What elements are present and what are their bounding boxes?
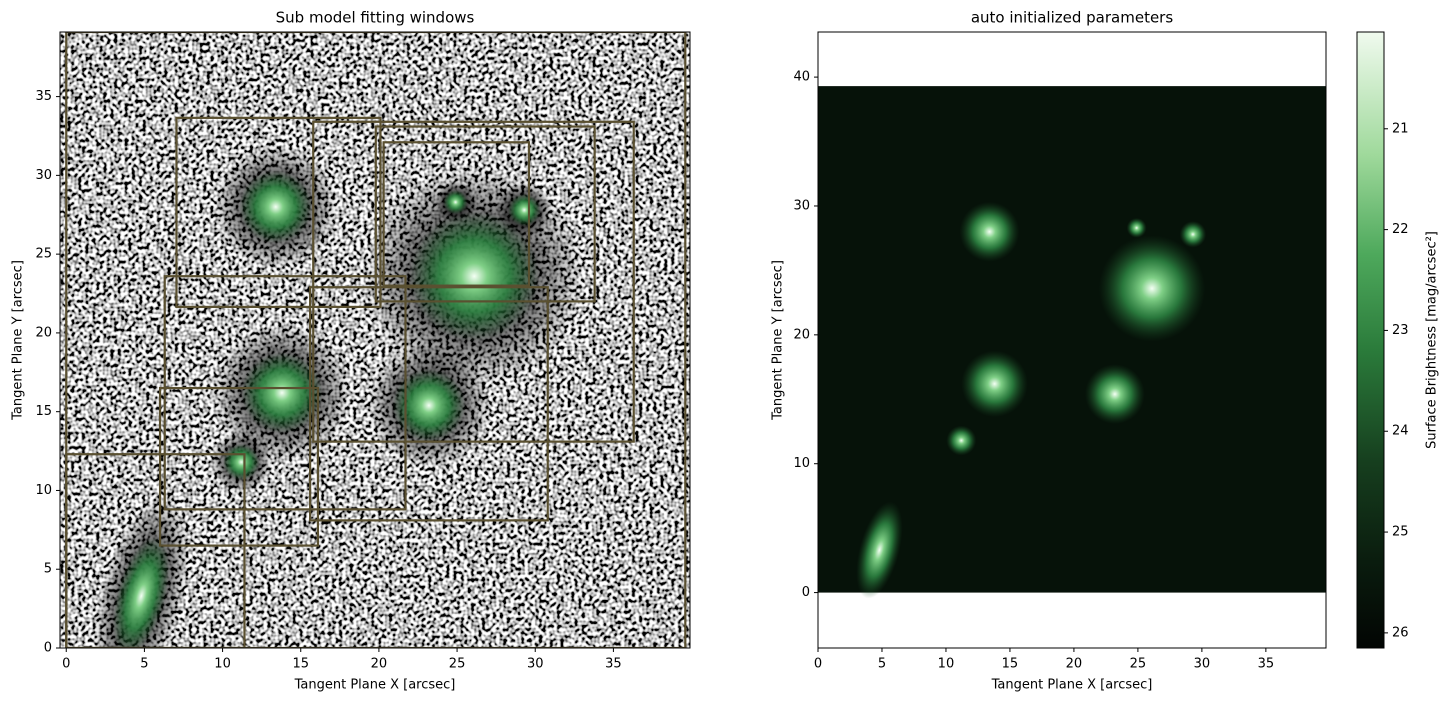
x-tick-label: 25 xyxy=(449,657,466,672)
source xyxy=(409,211,540,342)
fitting-window xyxy=(175,116,382,309)
x-tick-label: 10 xyxy=(938,657,955,672)
fitting-window xyxy=(163,275,407,511)
left-image xyxy=(65,32,687,648)
source xyxy=(961,350,1028,418)
source xyxy=(112,536,170,648)
y-tick-label: 10 xyxy=(35,483,52,498)
y-tick-label: 40 xyxy=(793,70,810,85)
model-image xyxy=(818,86,1326,593)
source xyxy=(959,201,1020,262)
source xyxy=(241,352,323,434)
y-tick-label: 15 xyxy=(35,404,52,419)
fitting-window xyxy=(382,141,531,287)
x-tick-label: 0 xyxy=(62,657,70,672)
y-tick-label: 30 xyxy=(793,198,810,213)
x-tick-label: 20 xyxy=(371,657,388,672)
x-axis-label: Tangent Plane X [arcsec] xyxy=(991,678,1153,693)
y-tick-label: 0 xyxy=(44,641,52,656)
fitting-window xyxy=(158,386,320,547)
x-tick-label: 35 xyxy=(1258,657,1275,672)
fitting-window xyxy=(312,120,635,443)
chart-title: Sub model fitting windows xyxy=(276,9,475,27)
colorbar-tick-label: 21 xyxy=(1392,121,1409,136)
y-tick-label: 30 xyxy=(35,168,52,183)
source xyxy=(1126,217,1147,238)
y-axis-label: Tangent Plane Y [arcsec] xyxy=(11,260,26,421)
x-tick-label: 30 xyxy=(1194,657,1211,672)
x-tick-label: 30 xyxy=(527,657,544,672)
fitting-window xyxy=(374,125,596,303)
y-tick-label: 20 xyxy=(35,325,52,340)
fitting-window xyxy=(309,286,549,522)
x-tick-label: 5 xyxy=(878,657,886,672)
colorbar-tick-label: 26 xyxy=(1392,625,1409,640)
y-tick-label: 0 xyxy=(802,585,810,600)
chart-title: auto initialized parameters xyxy=(971,9,1174,27)
source xyxy=(1098,235,1206,342)
source xyxy=(239,170,313,244)
source xyxy=(443,189,468,215)
source xyxy=(508,193,541,227)
right-image xyxy=(818,86,1326,599)
y-tick-label: 5 xyxy=(44,562,52,577)
x-tick-label: 25 xyxy=(1130,657,1147,672)
axes-frame xyxy=(817,31,1327,649)
x-tick-label: 10 xyxy=(214,657,231,672)
source xyxy=(1179,221,1207,248)
colorbar-label: Surface Brightness [mag/arcsec²] xyxy=(1425,231,1440,449)
y-axis-label: Tangent Plane Y [arcsec] xyxy=(771,260,786,421)
source xyxy=(856,501,903,599)
source xyxy=(1084,364,1145,425)
x-tick-label: 15 xyxy=(292,657,309,672)
colorbar-tick-label: 24 xyxy=(1392,424,1409,439)
x-tick-label: 15 xyxy=(1002,657,1019,672)
x-tick-label: 35 xyxy=(605,657,622,672)
source xyxy=(392,368,466,442)
x-tick-label: 20 xyxy=(1066,657,1083,672)
y-tick-label: 35 xyxy=(35,89,52,104)
x-tick-label: 5 xyxy=(140,657,148,672)
y-tick-label: 25 xyxy=(35,247,52,262)
fitting-window xyxy=(65,32,687,648)
y-tick-label: 10 xyxy=(793,456,810,471)
colorbar xyxy=(1356,31,1385,649)
y-tick-label: 20 xyxy=(793,327,810,342)
colorbar-tick-label: 23 xyxy=(1392,323,1409,338)
colorbar-tick-label: 22 xyxy=(1392,222,1409,237)
x-tick-label: 0 xyxy=(814,657,822,672)
x-axis-label: Tangent Plane X [arcsec] xyxy=(294,678,456,693)
source xyxy=(946,425,977,456)
colorbar-tick-label: 25 xyxy=(1392,525,1409,540)
axes-frame xyxy=(59,31,691,649)
